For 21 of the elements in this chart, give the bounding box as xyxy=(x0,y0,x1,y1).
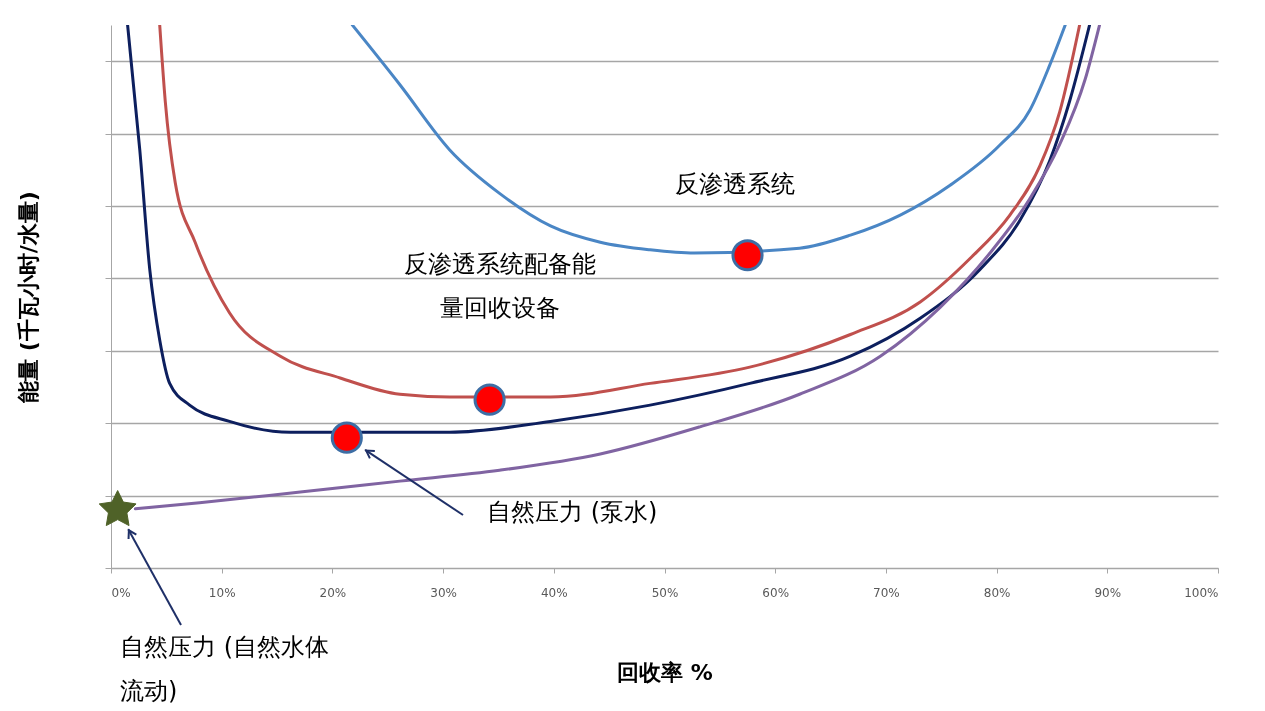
text: 自然压力 (自然水体流动) xyxy=(120,633,329,705)
x-tick-label: 30% xyxy=(430,585,457,600)
x-tick-label: 10% xyxy=(208,585,236,600)
point xyxy=(98,490,137,527)
annotation: 反渗透系统配备能量回收设备 xyxy=(404,250,596,322)
x-tick-label: 0% xyxy=(111,585,131,600)
x-tick-label: 100% xyxy=(1184,585,1219,600)
x-tick-label: 60% xyxy=(762,585,790,600)
point xyxy=(473,383,506,416)
point xyxy=(330,421,363,454)
x-tick-label: 50% xyxy=(651,585,679,600)
annotation: 自然压力 (泵水) xyxy=(487,498,658,526)
annotation: 反渗透系统 xyxy=(675,170,795,198)
x-tick-label: 70% xyxy=(873,585,900,600)
x-tick-label: 80% xyxy=(983,585,1011,600)
x-tick-label: 20% xyxy=(319,585,347,600)
x-tick-label: 90% xyxy=(1094,585,1122,600)
x-axis-title: 回收率 % xyxy=(617,659,713,685)
y-axis-title: 能量 (千瓦小时/水量) xyxy=(15,191,41,403)
x-tick-label: 40% xyxy=(540,585,568,600)
point xyxy=(731,239,764,272)
